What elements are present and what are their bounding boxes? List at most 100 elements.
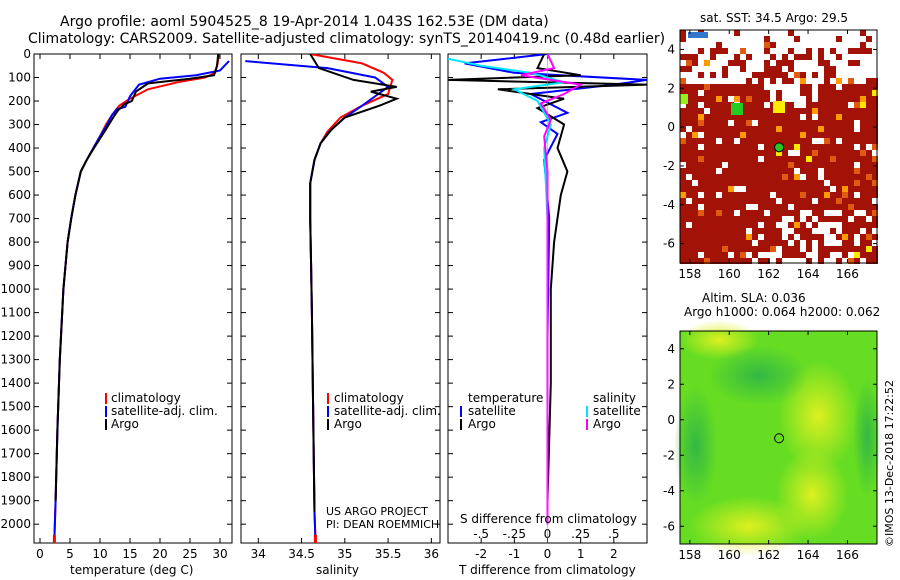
sst-cell — [788, 252, 794, 258]
sst-cell — [860, 48, 866, 54]
sst-cell — [686, 186, 692, 192]
sst-cell — [872, 120, 878, 126]
sst-cell — [812, 156, 818, 162]
sst-cell — [854, 132, 860, 138]
sst-cell — [686, 132, 692, 138]
sst-cell — [692, 150, 698, 156]
sst-cell — [758, 90, 764, 96]
map-frame — [679, 330, 878, 545]
y-tick-label: 1600 — [0, 423, 31, 437]
sst-cell — [710, 240, 716, 246]
sst-cell — [860, 168, 866, 174]
y-tick-label: 700 — [8, 212, 31, 226]
sst-cell — [746, 126, 752, 132]
sst-cell — [710, 84, 716, 90]
sst-cell — [758, 186, 764, 192]
sst-cell — [716, 126, 722, 132]
sst-cell — [782, 186, 788, 192]
sst-cell — [812, 150, 818, 156]
sst-cell — [758, 84, 764, 90]
sst-cell — [686, 192, 692, 198]
sst-cell — [770, 240, 776, 246]
sst-cell — [848, 204, 854, 210]
legend-argo-label: Argo — [334, 417, 362, 431]
sst-cell — [722, 174, 728, 180]
sst-cell — [734, 234, 740, 240]
sst-cell — [860, 204, 866, 210]
sst-cell — [764, 66, 770, 72]
sst-cell — [680, 228, 686, 234]
sst-cell — [842, 84, 848, 90]
sst-cell — [722, 234, 728, 240]
sst-cell — [728, 246, 734, 252]
sst-cell — [698, 228, 704, 234]
sst-cell — [860, 84, 866, 90]
sst-cell — [686, 96, 692, 102]
sst-cell — [686, 162, 692, 168]
sst-cell — [788, 126, 794, 132]
sst-cell — [782, 132, 788, 138]
sst-cell — [752, 186, 758, 192]
y-tick-label: 600 — [8, 188, 31, 202]
sst-cell — [758, 204, 764, 210]
y-tick-label: 4 — [667, 42, 675, 56]
sst-cell — [752, 102, 758, 108]
sst-cell — [686, 54, 692, 60]
s-diff-xlabel: S difference from climatology — [460, 512, 637, 526]
sst-cell — [782, 246, 788, 252]
temperature-legend: climatology satellite-adj. clim. Argo — [105, 391, 218, 431]
sst-cell — [728, 216, 734, 222]
x-tick-label: 162 — [757, 267, 780, 281]
sst-cell — [788, 180, 794, 186]
x-tick-label: 30 — [212, 547, 227, 561]
sst-cell — [836, 168, 842, 174]
sst-cell — [812, 186, 818, 192]
sst-cell — [764, 48, 770, 54]
sst-cell — [794, 216, 800, 222]
sst-cell — [716, 240, 722, 246]
sst-cell — [686, 150, 692, 156]
sst-cell — [716, 162, 722, 168]
sst-cell — [782, 204, 788, 210]
sst-cell — [740, 180, 746, 186]
sst-cell — [698, 216, 704, 222]
sst-cell — [680, 66, 686, 72]
sst-cell — [806, 156, 812, 162]
sst-cell — [692, 228, 698, 234]
sst-cell — [830, 156, 836, 162]
sst-cell — [728, 138, 734, 144]
sst-cell — [686, 246, 692, 252]
sst-cell — [698, 84, 704, 90]
sst-cell — [806, 150, 812, 156]
sst-cell — [692, 120, 698, 126]
sst-cell — [746, 198, 752, 204]
sst-cell — [740, 84, 746, 90]
sst-cell — [794, 204, 800, 210]
sst-cell — [758, 174, 764, 180]
sst-cell — [818, 252, 824, 258]
sst-cell — [788, 48, 794, 54]
sst-cell — [812, 204, 818, 210]
y-tick-label: -6 — [663, 519, 675, 533]
sst-cell — [848, 258, 854, 264]
sst-cell — [836, 90, 842, 96]
sst-cell — [812, 222, 818, 228]
sst-cell — [812, 126, 818, 132]
sst-cell — [692, 198, 698, 204]
plot-frame — [240, 53, 441, 544]
sst-cell — [782, 150, 788, 156]
sst-cell — [770, 126, 776, 132]
sst-cell — [746, 216, 752, 222]
sst-cell — [686, 258, 692, 264]
sst-cell — [866, 90, 872, 96]
sst-cell — [758, 150, 764, 156]
x2-tick-label: -.25 — [503, 527, 526, 541]
sst-cell — [854, 60, 860, 66]
sst-cell — [842, 186, 848, 192]
sst-cell — [710, 54, 716, 60]
sst-cell — [680, 216, 686, 222]
sst-cell — [686, 60, 692, 66]
sst-cell — [728, 156, 734, 162]
sst-cell — [842, 204, 848, 210]
sst-cell — [704, 138, 710, 144]
